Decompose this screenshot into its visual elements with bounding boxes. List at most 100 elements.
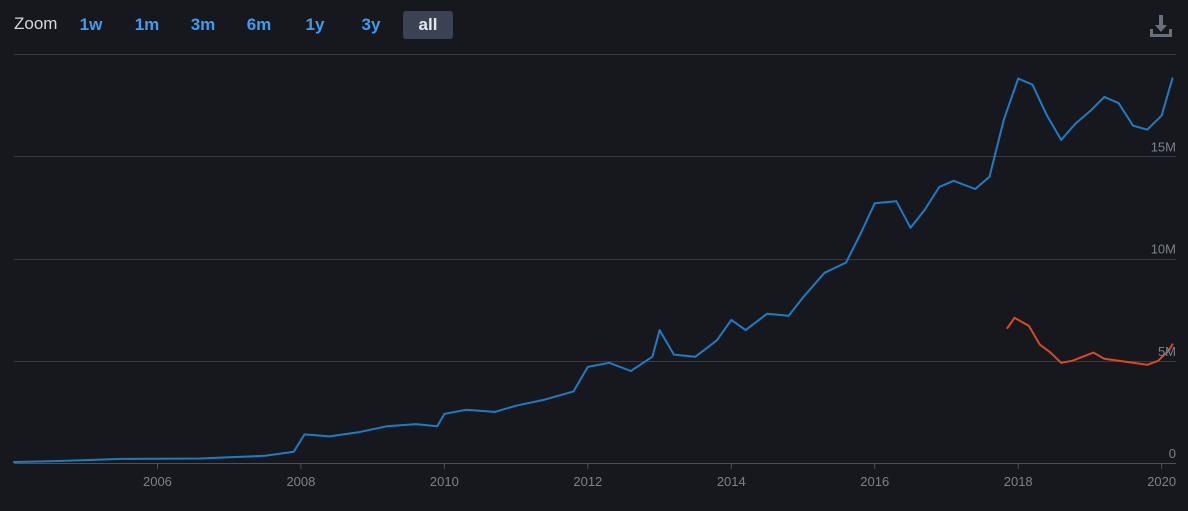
- data-point: [1071, 359, 1073, 362]
- data-point: [436, 425, 439, 428]
- data-point: [1031, 83, 1034, 86]
- data-point: [1103, 357, 1106, 360]
- data-point: [292, 450, 295, 453]
- data-point: [1160, 114, 1163, 117]
- range-selector-toolbar: Zoom 1w 1m 3m 6m 1y 3y all: [0, 0, 1188, 48]
- data-point: [694, 355, 697, 358]
- data-point: [303, 433, 306, 436]
- data-point: [1046, 114, 1048, 117]
- data-point: [730, 319, 733, 321]
- data-point: [156, 457, 159, 460]
- data-point: [952, 179, 955, 182]
- data-point: [1117, 102, 1120, 104]
- data-point: [823, 271, 826, 274]
- data-point: [845, 261, 847, 264]
- data-point: [766, 312, 768, 315]
- data-point: [1092, 351, 1095, 354]
- y-tick-label: 10M: [1151, 242, 1176, 257]
- zoom-button-1y[interactable]: 1y: [305, 15, 325, 34]
- x-tick-label: 2016: [860, 474, 889, 489]
- data-point: [859, 233, 862, 235]
- data-point: [572, 390, 575, 393]
- data-point: [924, 208, 926, 211]
- data-point: [1103, 96, 1106, 98]
- data-point: [1038, 343, 1041, 346]
- data-point: [1132, 361, 1134, 364]
- data-point: [1006, 327, 1009, 329]
- data-point: [328, 435, 331, 438]
- zoom-button-1w[interactable]: 1w: [79, 15, 103, 34]
- data-point: [465, 408, 467, 411]
- data-point: [1074, 122, 1077, 125]
- data-point: [1146, 128, 1149, 131]
- data-point: [909, 226, 912, 229]
- data-point: [1117, 359, 1120, 362]
- data-point: [264, 454, 266, 457]
- data-point: [1167, 349, 1170, 352]
- data-point: [1020, 321, 1023, 323]
- x-tick-label: 2018: [1004, 474, 1033, 489]
- x-tick-label: 2006: [143, 474, 172, 489]
- data-point: [787, 314, 790, 317]
- data-point: [716, 339, 718, 342]
- data-point: [1171, 77, 1174, 80]
- series-line-2: [1006, 316, 1174, 366]
- y-tick-label: 5M: [1158, 344, 1176, 359]
- zoom-button-1m[interactable]: 1m: [134, 15, 160, 34]
- y-tick-label: 0: [1169, 446, 1176, 461]
- data-point: [199, 457, 202, 460]
- data-point: [988, 175, 991, 178]
- data-point: [228, 456, 231, 459]
- data-point: [651, 355, 654, 358]
- x-tick-label: 2008: [286, 474, 315, 489]
- data-point: [974, 188, 977, 190]
- download-icon: [1150, 15, 1172, 37]
- zoom-button-3y[interactable]: 3y: [361, 15, 381, 34]
- data-point: [515, 404, 517, 407]
- y-tick-label: 15M: [1151, 139, 1176, 154]
- data-point: [802, 296, 804, 299]
- data-point: [1081, 355, 1084, 358]
- series-lines: [13, 77, 1174, 463]
- x-tick-label: 2010: [430, 474, 459, 489]
- zoom-button-all[interactable]: all: [403, 11, 453, 39]
- data-point: [630, 370, 632, 372]
- zoom-button-3m[interactable]: 3m: [190, 15, 216, 34]
- data-point: [586, 366, 589, 368]
- x-tick-label: 2020: [1147, 474, 1176, 489]
- data-point: [357, 431, 360, 434]
- data-point: [673, 353, 675, 356]
- zoom-label: Zoom: [14, 14, 58, 33]
- data-point: [386, 425, 388, 428]
- download-button[interactable]: [1148, 12, 1174, 40]
- data-point: [608, 361, 611, 364]
- data-point: [1060, 139, 1063, 141]
- data-point: [1146, 363, 1149, 366]
- data-point: [1028, 325, 1030, 327]
- x-axis-ticks: 2006 2008 2010 2012 2014 2016 2018 2020: [143, 463, 1176, 489]
- data-point: [1049, 351, 1052, 354]
- grid-lines: [14, 54, 1176, 464]
- data-point: [938, 186, 941, 188]
- zoom-button-6m[interactable]: 6m: [246, 15, 272, 34]
- data-point: [13, 461, 15, 463]
- data-point: [1013, 316, 1016, 319]
- data-point: [1089, 110, 1091, 113]
- y-axis-ticks: 0 5M 10M 15M: [1151, 139, 1176, 461]
- data-point: [493, 411, 496, 413]
- data-point: [414, 423, 417, 425]
- data-point: [873, 202, 876, 205]
- data-point: [543, 398, 546, 401]
- data-point: [84, 459, 87, 461]
- x-tick-label: 2012: [573, 474, 602, 489]
- data-point: [1171, 343, 1174, 346]
- data-point: [658, 329, 661, 331]
- data-point: [1157, 359, 1159, 362]
- series-line-1: [13, 77, 1174, 463]
- data-point: [895, 200, 898, 203]
- data-point: [443, 413, 446, 415]
- x-tick-label: 2014: [717, 474, 746, 489]
- data-point: [120, 458, 123, 460]
- data-point: [1017, 77, 1020, 80]
